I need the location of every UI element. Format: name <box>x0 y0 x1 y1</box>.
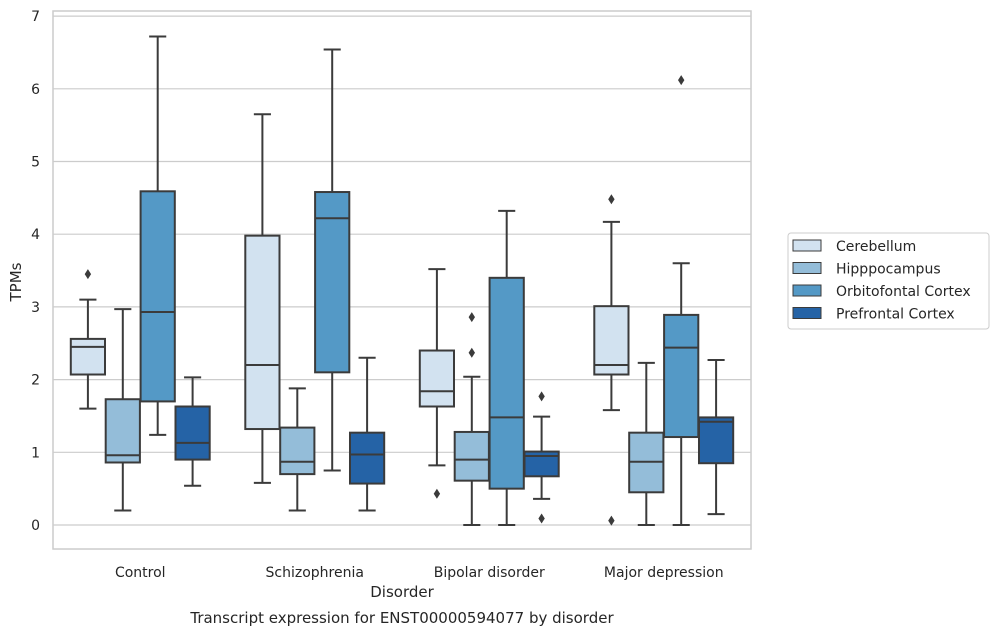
y-tick-label: 5 <box>31 154 40 170</box>
box-cerebellum <box>69 269 107 410</box>
iqr-box <box>244 234 281 431</box>
box-hipppocampus <box>628 361 665 527</box>
box-series <box>69 35 735 527</box>
box-prefrontal-cortex <box>697 358 735 516</box>
iqr-box <box>663 313 700 439</box>
legend-frame <box>787 232 990 330</box>
iqr-box <box>314 191 351 374</box>
legend-label: Hipppocampus <box>836 262 941 278</box>
box-prefrontal-cortex <box>523 391 560 524</box>
outlier-point <box>678 75 685 86</box>
legend-swatch <box>792 284 822 297</box>
outlier-point <box>84 269 92 280</box>
x-tick-label: Bipolar disorder <box>434 565 545 581</box>
y-tick-label: 0 <box>31 518 40 534</box>
outlier-point <box>538 391 545 402</box>
legend-label: Cerebellum <box>836 239 916 255</box>
box-cerebellum <box>593 194 630 526</box>
y-tick-label: 3 <box>31 300 40 316</box>
box-cerebellum <box>418 268 456 499</box>
box-hipppocampus <box>453 312 490 527</box>
outlier-point <box>468 312 475 323</box>
legend-swatch <box>792 262 822 274</box>
legend-swatch <box>792 307 822 319</box>
legend-label: Orbitofontal Cortex <box>836 284 971 300</box>
box-cerebellum <box>244 113 281 484</box>
box-prefrontal-cortex <box>174 376 211 487</box>
legend-swatch <box>792 239 822 252</box>
x-axis-label: Disorder <box>370 583 434 601</box>
outlier-point <box>608 515 615 526</box>
legend-label: Prefrontal Cortex <box>836 307 955 323</box>
iqr-box <box>453 430 490 482</box>
iqr-box <box>348 431 386 485</box>
iqr-box <box>418 349 456 408</box>
plot-frame <box>52 10 752 550</box>
iqr-box <box>697 416 735 465</box>
iqr-box <box>104 398 141 464</box>
iqr-box <box>593 305 630 376</box>
box-orbitofontal-cortex <box>488 209 525 527</box>
chart-caption: Transcript expression for ENST0000059407… <box>189 609 614 627</box>
y-axis-label: TPMs <box>7 262 25 302</box>
box-orbitofontal-cortex <box>663 75 700 527</box>
outlier-point <box>608 194 615 205</box>
outlier-point <box>538 513 545 524</box>
iqr-box <box>139 190 176 403</box>
x-tick-label: Control <box>115 565 166 581</box>
x-tick-label: Major depression <box>604 565 724 581</box>
box-prefrontal-cortex <box>348 356 386 512</box>
y-tick-label: 6 <box>31 82 40 98</box>
y-tick-label: 2 <box>31 373 40 389</box>
y-tick-label: 7 <box>31 9 40 25</box>
iqr-box <box>488 276 525 490</box>
legend: Cerebellum Hipppocampus Orbitofontal Corte… <box>787 232 990 330</box>
iqr-box <box>69 337 107 376</box>
iqr-box <box>279 426 316 476</box>
x-tick-label: Schizophrenia <box>266 565 364 581</box>
box-hipppocampus <box>104 308 141 512</box>
box-orbitofontal-cortex <box>314 48 351 472</box>
y-tick-label: 4 <box>31 227 40 243</box>
outlier-point <box>433 488 441 499</box>
iqr-box <box>174 405 211 461</box>
box-orbitofontal-cortex <box>139 35 176 436</box>
tick-labels: 0 1 2 3 4 5 6 7 Control Schizophrenia Bipolar diso… <box>31 9 724 581</box>
box-hipppocampus <box>279 387 316 512</box>
outlier-point <box>468 347 475 358</box>
y-tick-label: 1 <box>31 445 40 461</box>
